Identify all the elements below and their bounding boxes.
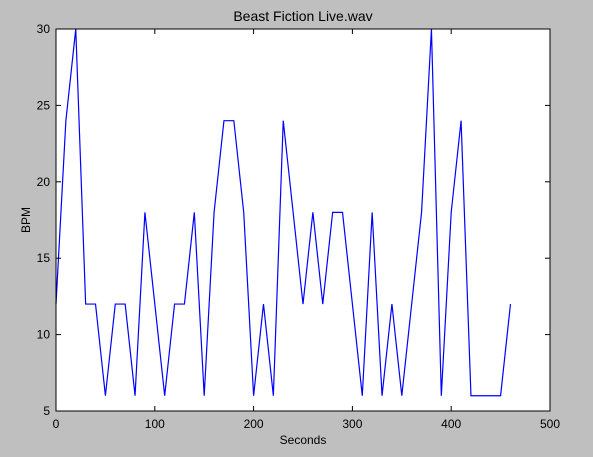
x-tick-label: 100	[145, 417, 165, 431]
axes-background	[56, 29, 550, 411]
chart-title: Beast Fiction Live.wav	[233, 8, 372, 24]
y-tick-label: 30	[37, 22, 51, 36]
axes-frame	[55, 28, 551, 412]
y-tick-label: 10	[37, 328, 51, 342]
y-tick-label: 25	[37, 98, 51, 112]
plot-area	[55, 28, 512, 397]
x-tick-label: 400	[441, 417, 461, 431]
x-tick-label: 300	[342, 417, 362, 431]
ticks: 0 100 200 300 400 500 5 10 15 20 25 30	[37, 22, 561, 431]
y-axis-label: BPM	[19, 207, 33, 233]
x-tick-label: 500	[540, 417, 560, 431]
x-tick-label: 200	[244, 417, 264, 431]
y-tick-label: 5	[43, 404, 50, 418]
y-tick-label: 20	[37, 175, 51, 189]
y-tick-label: 15	[37, 251, 51, 265]
x-axis-label: Seconds	[280, 433, 327, 447]
x-tick-label: 0	[53, 417, 60, 431]
series-line-0	[55, 28, 512, 397]
